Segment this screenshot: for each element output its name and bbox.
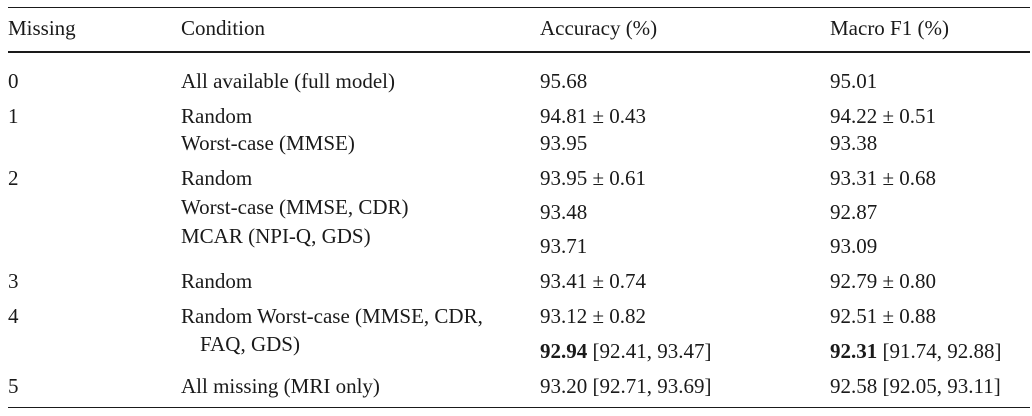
row-condition: All missing (MRI only) — [181, 374, 380, 398]
row-macro-f1: 92.79 ± 0.80 — [830, 269, 937, 293]
row-missing: 2 — [8, 166, 19, 190]
row-missing: 3 — [8, 269, 19, 293]
top-rule — [8, 7, 1030, 8]
row-condition: Random — [181, 269, 253, 293]
row-accuracy-best: 92.94 [92.41, 93.47] — [540, 341, 712, 362]
row-missing: 0 — [8, 69, 19, 93]
header-macro-f1: Macro F1 (%) — [830, 16, 949, 40]
row-missing: 5 — [8, 374, 19, 398]
header-condition: Condition — [181, 16, 266, 40]
row-accuracy: 93.20 [92.71, 93.69] — [540, 374, 712, 398]
header-accuracy: Accuracy (%) — [540, 16, 658, 40]
row-accuracy: 93.95 ± 0.61 — [540, 166, 647, 190]
best-value: 92.31 — [830, 339, 878, 363]
row-macro-f1: 92.58 [92.05, 93.11] — [830, 374, 1001, 398]
row-macro-f1: 93.31 ± 0.68 — [830, 166, 937, 190]
row-macro-f1: 92.51 ± 0.88 — [830, 304, 937, 328]
row-accuracy: 93.41 ± 0.74 — [540, 269, 647, 293]
row-condition: All available (full model) — [181, 69, 396, 93]
header-missing: Missing — [8, 16, 76, 40]
row-condition: MCAR (NPI-Q, GDS) — [181, 224, 371, 248]
row-accuracy: 93.95 — [540, 131, 588, 155]
best-value: 92.94 — [540, 339, 588, 363]
row-macro-f1-best: 92.31 [91.74, 92.88] — [830, 341, 1002, 362]
row-macro-f1: 94.22 ± 0.51 — [830, 104, 937, 128]
row-accuracy: 93.12 ± 0.82 — [540, 304, 647, 328]
confidence-interval: [91.74, 92.88] — [877, 339, 1002, 363]
row-macro-f1: 93.38 — [830, 131, 878, 155]
row-condition: Random — [181, 104, 253, 128]
row-accuracy: 93.48 — [540, 200, 588, 224]
row-macro-f1: 95.01 — [830, 69, 878, 93]
confidence-interval: [92.41, 93.47] — [587, 339, 712, 363]
row-condition: Worst-case (MMSE) — [181, 131, 355, 155]
bottom-rule — [8, 407, 1030, 408]
row-condition: Worst-case (MMSE, CDR) — [181, 195, 409, 219]
row-condition: Random Worst-case (MMSE, CDR, — [181, 304, 483, 328]
row-accuracy: 93.71 — [540, 234, 588, 258]
row-condition: Random — [181, 166, 253, 190]
row-accuracy: 95.68 — [540, 69, 588, 93]
row-missing: 1 — [8, 104, 19, 128]
row-macro-f1: 93.09 — [830, 234, 878, 258]
row-accuracy: 94.81 ± 0.43 — [540, 104, 647, 128]
row-macro-f1: 92.87 — [830, 200, 878, 224]
row-condition: FAQ, GDS) — [200, 332, 300, 356]
header-rule — [8, 51, 1030, 53]
row-missing: 4 — [8, 304, 19, 328]
